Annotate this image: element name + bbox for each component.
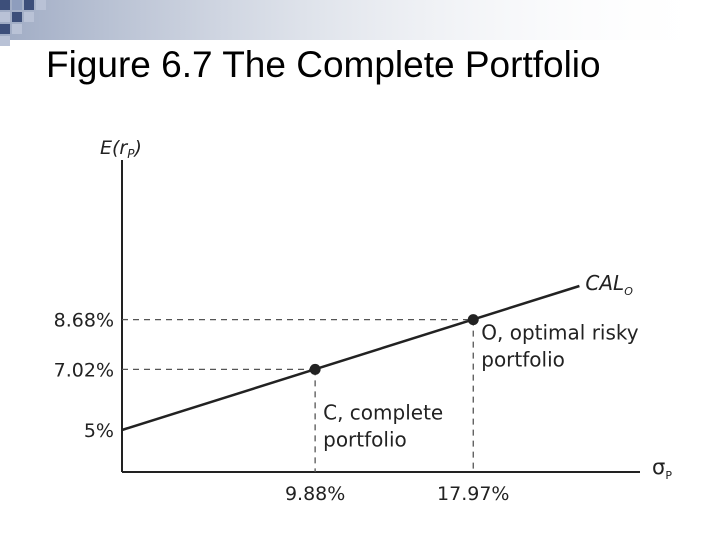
annotation-c-line-2: portfolio <box>323 427 407 451</box>
annotation-o-line-1: O, optimal risky <box>481 321 639 345</box>
x-tick-label-o: 17.97% <box>437 483 509 505</box>
y-axis-label: E(rP) <box>100 137 142 161</box>
y-axis-label-subscript: P <box>127 147 135 161</box>
slide-decoration <box>0 0 720 46</box>
x-axis-label-subscript: P <box>665 469 672 482</box>
point-c <box>309 363 321 375</box>
slide-title: Figure 6.7 The Complete Portfolio <box>46 44 601 85</box>
y-axis-label-close: ) <box>132 137 141 159</box>
cal-line-label-subscript: O <box>624 285 633 298</box>
y-tick-label-c: 7.02% <box>54 359 114 381</box>
annotation-c-line-1: C, complete <box>323 400 443 424</box>
x-tick-label-c: 9.88% <box>285 483 345 505</box>
y-intercept-label: 5% <box>84 420 114 442</box>
cal-line <box>121 284 580 432</box>
point-o <box>467 314 479 326</box>
cal-line-label: CALO <box>585 271 633 298</box>
y-tick-label-o: 8.68% <box>54 310 114 332</box>
annotation-o-line-2: portfolio <box>481 348 565 372</box>
x-axis-label: σP <box>652 455 672 482</box>
